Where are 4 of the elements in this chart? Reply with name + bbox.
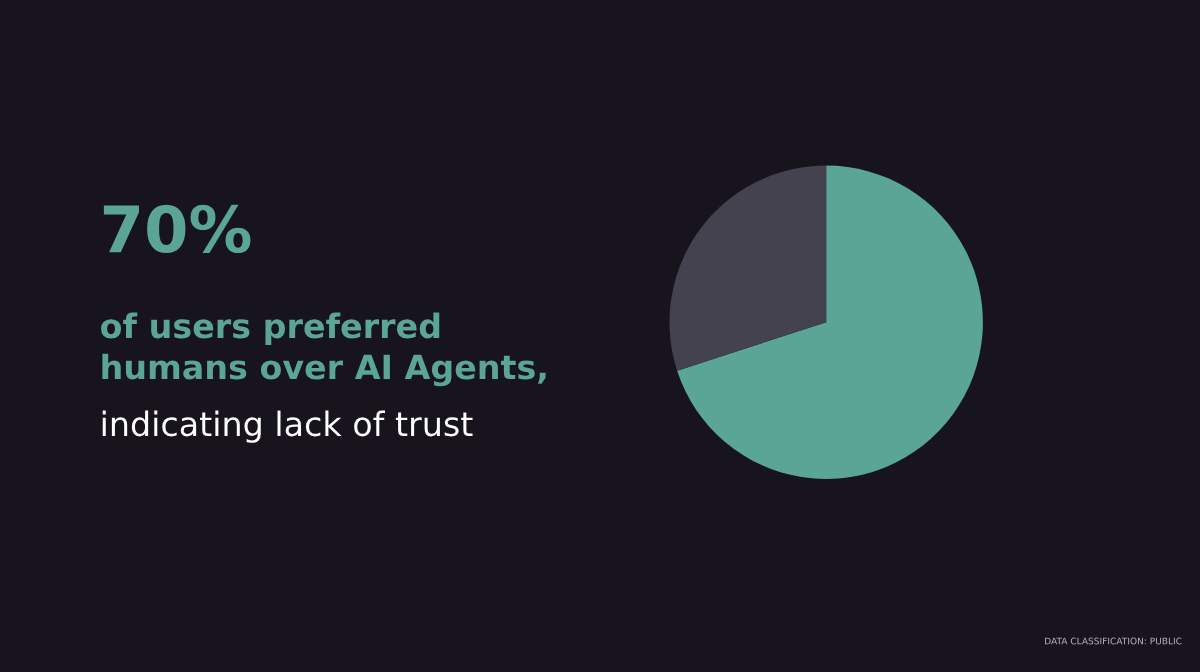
text: DATA CLASSIFICATION: PUBLIC [1045,637,1182,645]
text: indicating lack of trust [102,410,473,443]
text: of users preferred humans over AI Agents, [101,312,546,387]
text: 70% [103,204,251,254]
